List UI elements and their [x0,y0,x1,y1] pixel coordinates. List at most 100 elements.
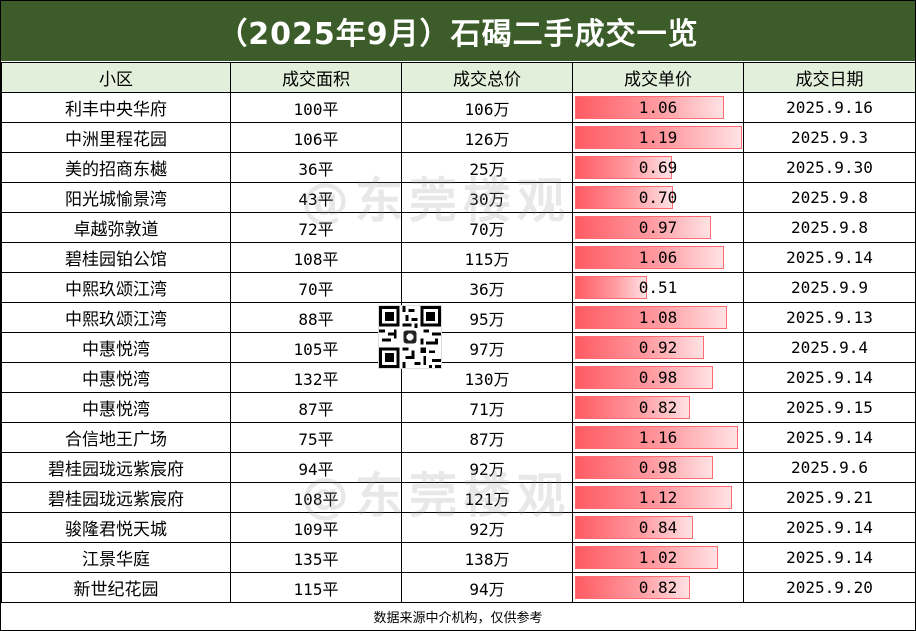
cell-unit-price: 0.84 [572,512,744,543]
cell-total-price: 138万 [401,542,573,573]
column-header-date: 成交日期 [743,62,915,93]
cell-total-price: 30万 [401,182,573,213]
cell-area: 100平 [230,92,402,123]
cell-unit-price: 1.06 [572,92,744,123]
unit-price-value: 1.19 [638,128,678,147]
cell-area: 108平 [230,482,402,513]
unit-price-bar [575,576,690,599]
cell-unit-price: 0.82 [572,392,744,423]
cell-unit-price: 1.16 [572,422,744,453]
unit-price-value: 1.06 [638,248,678,267]
unit-price-bar [575,366,713,389]
cell-unit-price: 1.06 [572,242,744,273]
cell-total-price: 92万 [401,452,573,483]
unit-price-bar [575,516,693,539]
table-row: 碧桂园珑远紫宸府 94平 92万 0.98 2025.9.6 [1,452,915,483]
cell-unit-price: 0.51 [572,272,744,303]
cell-unit-price: 1.02 [572,542,744,573]
cell-area: 70平 [230,272,402,303]
unit-price-bar [575,186,673,209]
cell-date: 2025.9.4 [743,332,915,363]
unit-price-value: 0.82 [638,578,678,597]
cell-date: 2025.9.14 [743,512,915,543]
cell-area: 135平 [230,542,402,573]
cell-date: 2025.9.20 [743,572,915,603]
cell-unit-price: 0.98 [572,452,744,483]
unit-price-value: 0.92 [638,338,678,357]
cell-unit-price: 1.19 [572,122,744,153]
column-header-community: 小区 [1,62,231,93]
cell-total-price: 36万 [401,272,573,303]
cell-total-price: 106万 [401,92,573,123]
cell-area: 36平 [230,152,402,183]
unit-price-value: 0.69 [638,158,678,177]
page-title: （2025年9月）石碣二手成交一览 [1,1,915,61]
unit-price-value: 1.08 [638,308,678,327]
unit-price-bar [575,96,724,119]
cell-unit-price: 0.70 [572,182,744,213]
column-header-area: 成交面积 [230,62,402,93]
table-row: 美的招商东樾 36平 25万 0.69 2025.9.30 [1,152,915,183]
unit-price-bar [575,246,724,269]
cell-total-price: 126万 [401,122,573,153]
table-row: 阳光城愉景湾 43平 30万 0.70 2025.9.8 [1,182,915,213]
cell-community: 碧桂园铂公馆 [1,242,231,273]
cell-community: 美的招商东樾 [1,152,231,183]
cell-community: 新世纪花园 [1,572,231,603]
unit-price-bar [575,396,690,419]
cell-area: 88平 [230,302,402,333]
cell-date: 2025.9.8 [743,182,915,213]
cell-total-price: 92万 [401,512,573,543]
cell-area: 108平 [230,242,402,273]
cell-total-price: 71万 [401,392,573,423]
cell-community: 中惠悦湾 [1,392,231,423]
table-row: 中惠悦湾 87平 71万 0.82 2025.9.15 [1,392,915,423]
cell-unit-price: 1.12 [572,482,744,513]
cell-total-price: 87万 [401,422,573,453]
cell-area: 94平 [230,452,402,483]
table-row: 碧桂园珑远紫宸府 108平 121万 1.12 2025.9.21 [1,482,915,513]
unit-price-value: 0.82 [638,398,678,417]
cell-community: 中洲里程花园 [1,122,231,153]
unit-price-value: 1.16 [638,428,678,447]
table-row: 卓越弥敦道 72平 70万 0.97 2025.9.8 [1,212,915,243]
table-row: 新世纪花园 115平 94万 0.82 2025.9.20 [1,572,915,603]
cell-community: 骏隆君悦天城 [1,512,231,543]
cell-date: 2025.9.14 [743,362,915,393]
cell-date: 2025.9.3 [743,122,915,153]
unit-price-bar [575,486,732,509]
cell-unit-price: 0.97 [572,212,744,243]
cell-total-price: 121万 [401,482,573,513]
unit-price-bar [575,336,704,359]
cell-community: 利丰中央华府 [1,92,231,123]
table-row: 中洲里程花园 106平 126万 1.19 2025.9.3 [1,122,915,153]
cell-community: 中熙玖颂江湾 [1,272,231,303]
cell-date: 2025.9.14 [743,242,915,273]
cell-date: 2025.9.15 [743,392,915,423]
cell-unit-price: 0.82 [572,572,744,603]
cell-total-price: 25万 [401,152,573,183]
cell-area: 43平 [230,182,402,213]
cell-total-price: 115万 [401,242,573,273]
unit-price-bar [575,216,711,239]
unit-price-value: 1.06 [638,98,678,117]
unit-price-bar [575,126,742,149]
cell-unit-price: 0.69 [572,152,744,183]
cell-date: 2025.9.14 [743,422,915,453]
cell-unit-price: 0.98 [572,362,744,393]
cell-community: 阳光城愉景湾 [1,182,231,213]
cell-date: 2025.9.14 [743,542,915,573]
table-row: 中惠悦湾 105平 97万 0.92 2025.9.4 [1,332,915,363]
unit-price-value: 0.51 [638,278,678,297]
cell-area: 109平 [230,512,402,543]
unit-price-bar [575,456,713,479]
cell-area: 105平 [230,332,402,363]
column-header-unit-price: 成交单价 [572,62,744,93]
unit-price-value: 0.70 [638,188,678,207]
unit-price-value: 0.97 [638,218,678,237]
cell-total-price: 130万 [401,362,573,393]
cell-area: 115平 [230,572,402,603]
cell-date: 2025.9.8 [743,212,915,243]
table-row: 碧桂园铂公馆 108平 115万 1.06 2025.9.14 [1,242,915,273]
table-row: 骏隆君悦天城 109平 92万 0.84 2025.9.14 [1,512,915,543]
